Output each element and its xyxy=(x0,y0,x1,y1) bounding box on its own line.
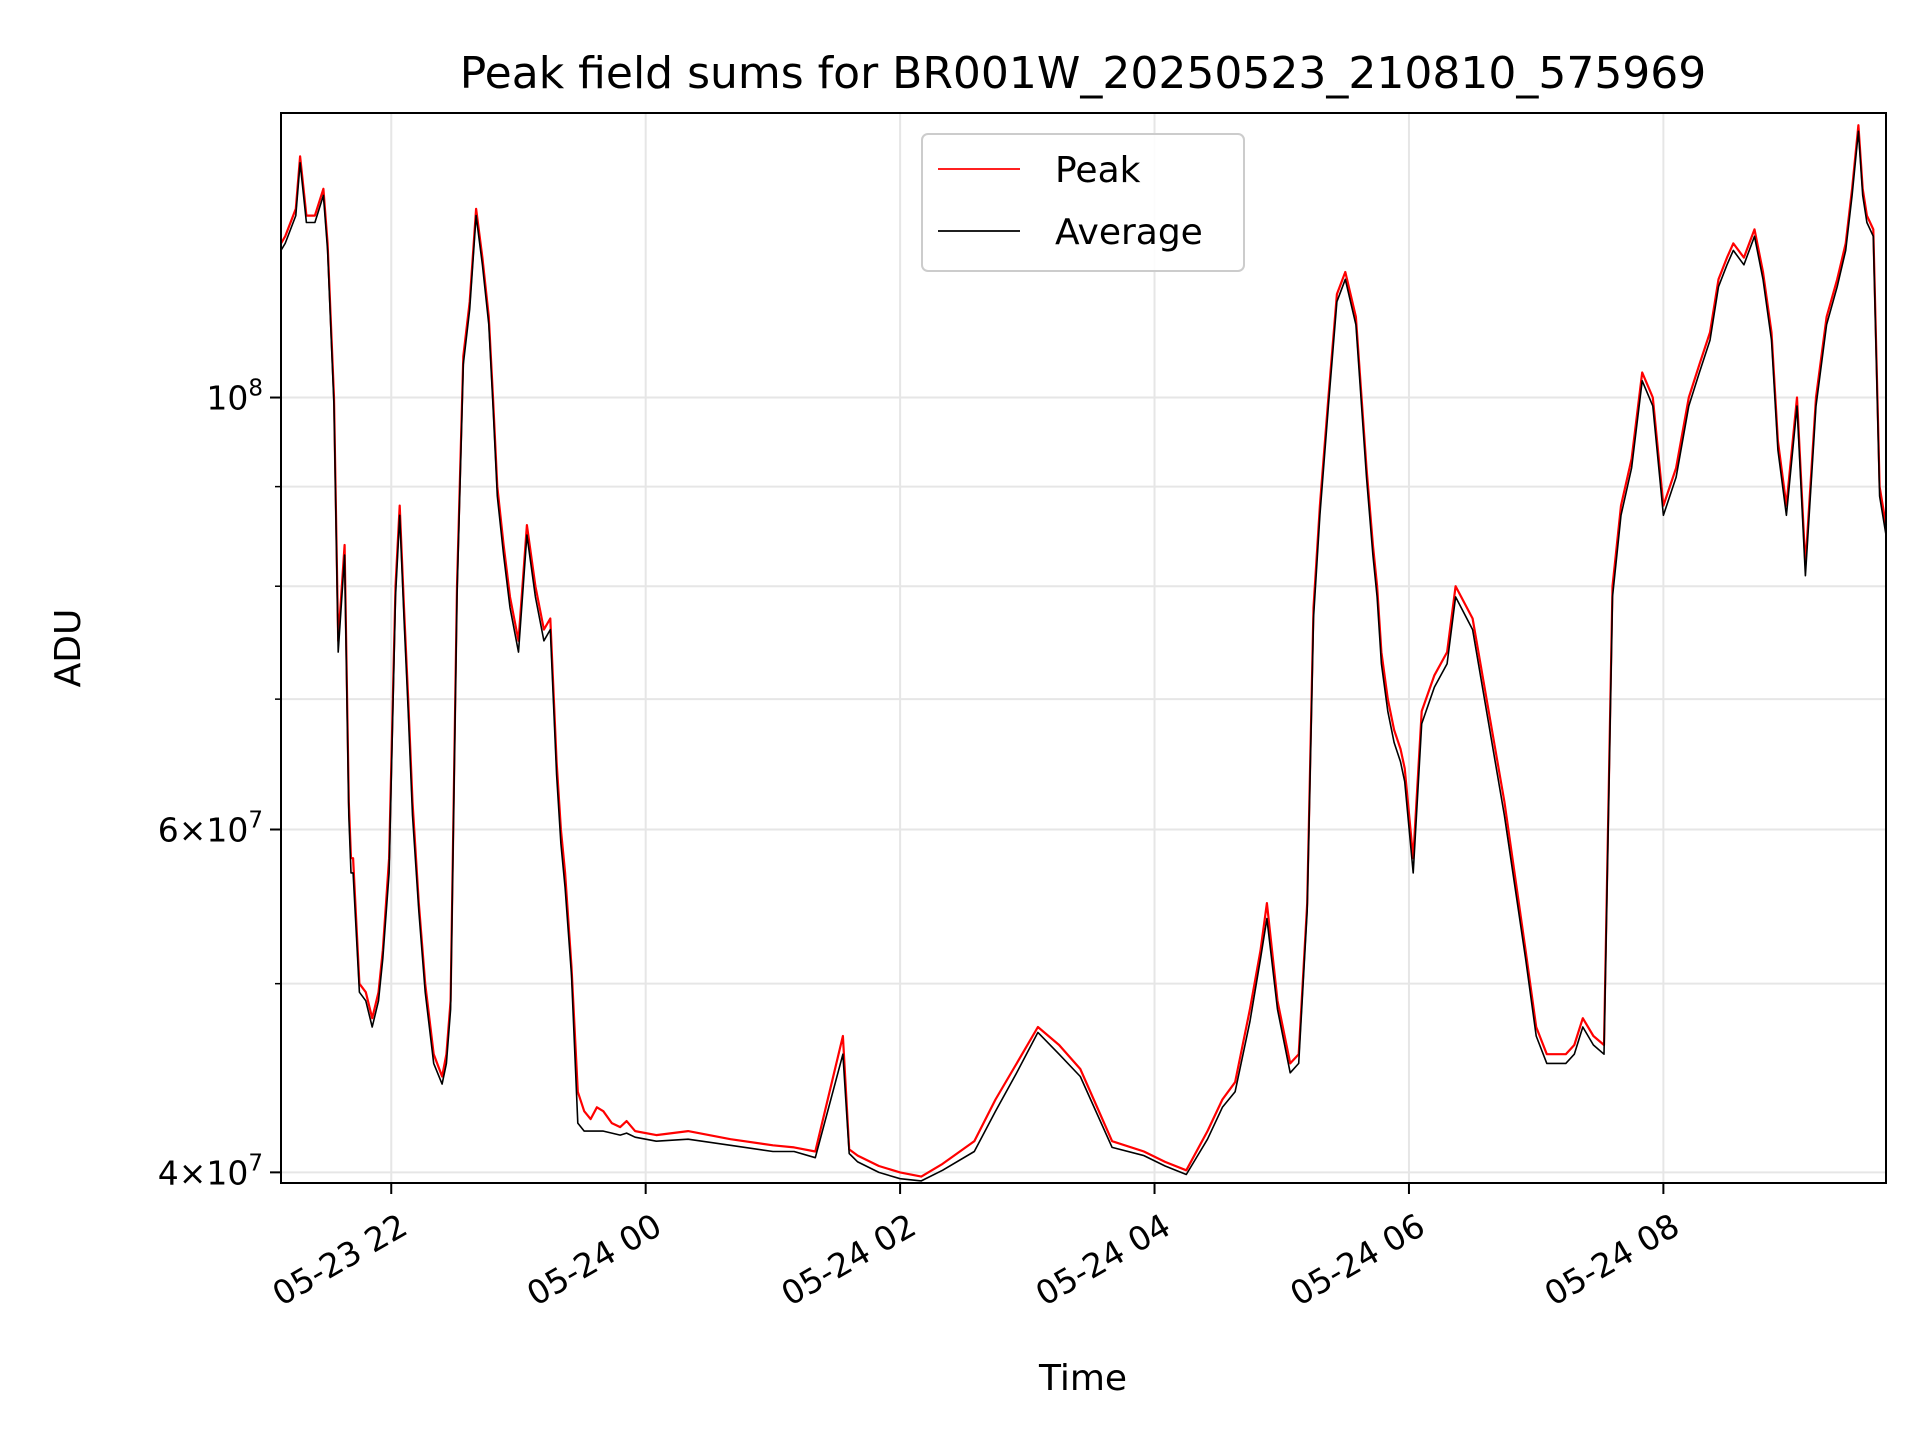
y-tick-label: 6×107 xyxy=(158,807,263,849)
y-tick-label: 4×107 xyxy=(158,1150,263,1192)
series-group xyxy=(280,124,1888,1182)
y-axis-label: ADU xyxy=(48,609,89,688)
x-tick-label: 05-23 22 xyxy=(266,1206,414,1314)
y-tick-label: 108 xyxy=(206,376,263,418)
plot-frame xyxy=(280,112,1887,1184)
x-tick-label: 05-24 08 xyxy=(1538,1206,1686,1314)
legend-label-peak: Peak xyxy=(1055,150,1141,191)
x-tick-label: 05-24 04 xyxy=(1029,1206,1177,1314)
series-line-peak xyxy=(280,124,1888,1178)
x-tick-label: 05-24 06 xyxy=(1283,1206,1431,1314)
x-tick-label: 05-24 00 xyxy=(520,1206,668,1314)
series-line-average xyxy=(280,130,1887,1182)
y-axis: 4×107 6×107 108 xyxy=(158,376,281,1192)
chart-title: Peak field sums for BR001W_20250523_2108… xyxy=(460,48,1707,99)
x-axis: 05-23 22 05-24 00 05-24 02 05-24 04 05-24 06… xyxy=(266,1183,1686,1314)
x-axis-label: Time xyxy=(1038,1358,1127,1399)
grid xyxy=(281,113,1886,1183)
x-tick-label: 05-24 02 xyxy=(775,1206,923,1314)
legend: Peak Average xyxy=(921,133,1245,272)
legend-label-average: Average xyxy=(1055,212,1203,253)
